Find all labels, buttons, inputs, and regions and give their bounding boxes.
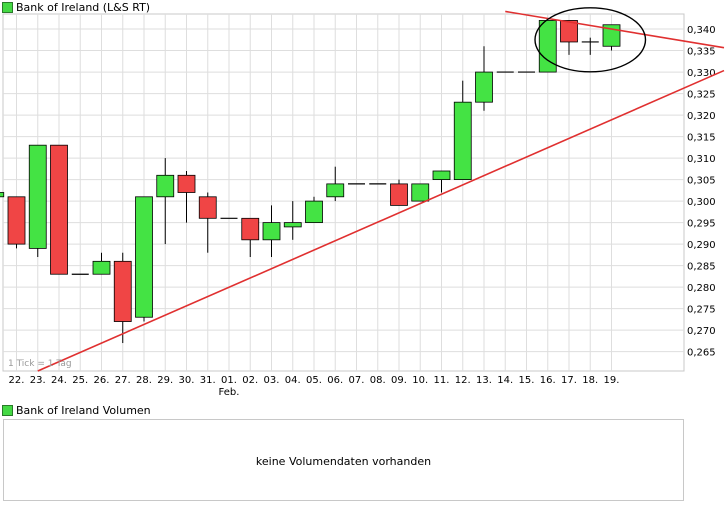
y-tick-label: 0,320 bbox=[687, 111, 716, 122]
main-legend: Bank of Ireland (L&S RT) bbox=[2, 0, 150, 14]
candle-body bbox=[50, 144, 68, 275]
x-tick-label: 06. bbox=[327, 375, 343, 386]
candle-body bbox=[326, 183, 345, 198]
x-tick-label: 12. bbox=[455, 375, 471, 386]
x-tick-label: 30. bbox=[179, 375, 195, 386]
annotation-ellipse bbox=[534, 7, 647, 73]
candle-body bbox=[560, 20, 578, 43]
candle-body bbox=[283, 222, 302, 228]
y-tick-label: 0,290 bbox=[687, 240, 716, 251]
x-tick-label: 16. bbox=[540, 375, 556, 386]
candle-body bbox=[156, 174, 175, 198]
candle-body bbox=[538, 20, 557, 73]
y-tick-label: 0,330 bbox=[687, 68, 716, 79]
candle-body bbox=[475, 71, 493, 103]
x-tick-label: 28. bbox=[136, 375, 152, 386]
trendline bbox=[505, 10, 725, 49]
y-tick-label: 0,340 bbox=[687, 25, 716, 36]
x-tick-label: 14. bbox=[497, 375, 513, 386]
y-tick-label: 0,270 bbox=[687, 326, 716, 337]
y-tick-label: 0,280 bbox=[687, 283, 716, 294]
x-tick-label: 15. bbox=[519, 375, 535, 386]
x-month-label: Feb. bbox=[219, 387, 240, 398]
x-tick-label: 13. bbox=[476, 375, 492, 386]
candle-body bbox=[92, 260, 111, 275]
y-tick-label: 0,285 bbox=[687, 262, 716, 273]
x-tick-label: 26. bbox=[94, 375, 110, 386]
volume-legend-swatch bbox=[2, 404, 13, 416]
no-volume-message: keine Volumendaten vorhanden bbox=[255, 455, 432, 468]
x-tick-label: 08. bbox=[370, 375, 386, 386]
volume-legend: Bank of Ireland Volumen bbox=[2, 403, 151, 417]
x-tick-label: 31. bbox=[200, 375, 216, 386]
x-tick-label: 11. bbox=[434, 375, 450, 386]
candle-body bbox=[390, 183, 408, 206]
x-tick-label: 18. bbox=[582, 375, 598, 386]
candle-body bbox=[305, 200, 323, 224]
trendline bbox=[37, 69, 725, 372]
candle-body bbox=[432, 170, 451, 180]
candle-body bbox=[411, 183, 430, 202]
y-tick-label: 0,315 bbox=[687, 133, 716, 144]
volume-panel: keine Volumendaten vorhanden bbox=[3, 419, 684, 501]
x-tick-label: 03. bbox=[264, 375, 280, 386]
candlestick-chart: 0,265 0,270 0,275 0,280 0,285 0,290 0,295 0,300… bbox=[0, 7, 725, 398]
x-tick-label: 25. bbox=[72, 375, 88, 386]
x-tick-label: 09. bbox=[391, 375, 407, 386]
y-tick-label: 0,325 bbox=[687, 90, 716, 101]
tick-note: 1 Tick = 1 Tag bbox=[8, 359, 72, 369]
x-tick-label: 07. bbox=[349, 375, 365, 386]
x-tick-label: 17. bbox=[561, 375, 577, 386]
x-tick-label: 10. bbox=[412, 375, 428, 386]
x-tick-label: 05. bbox=[306, 375, 322, 386]
candle-body bbox=[0, 192, 5, 198]
candle-body bbox=[113, 260, 132, 322]
y-tick-label: 0,265 bbox=[687, 348, 716, 359]
candle-body bbox=[7, 196, 26, 245]
legend-swatch bbox=[2, 1, 13, 13]
legend-label: Bank of Ireland (L&S RT) bbox=[16, 0, 151, 14]
x-tick-label: 04. bbox=[285, 375, 301, 386]
x-tick-label: 27. bbox=[115, 375, 131, 386]
candle-body bbox=[241, 217, 260, 241]
candle-body bbox=[453, 101, 472, 180]
x-tick-label: 02. bbox=[242, 375, 258, 386]
y-tick-label: 0,305 bbox=[687, 176, 716, 187]
candle-body bbox=[198, 196, 217, 219]
candle-body bbox=[28, 144, 47, 249]
candle-body bbox=[177, 174, 196, 193]
volume-legend-label: Bank of Ireland Volumen bbox=[16, 403, 151, 417]
y-tick-label: 0,295 bbox=[687, 219, 716, 230]
x-tick-label: 19. bbox=[604, 375, 620, 386]
x-tick-label: 22. bbox=[9, 375, 25, 386]
x-tick-label: 23. bbox=[30, 375, 46, 386]
x-tick-label: 24. bbox=[51, 375, 67, 386]
candle-body bbox=[262, 222, 281, 241]
y-tick-label: 0,335 bbox=[687, 47, 716, 58]
y-tick-label: 0,310 bbox=[687, 154, 716, 165]
candle-body bbox=[135, 196, 153, 318]
x-tick-label: 29. bbox=[157, 375, 173, 386]
y-tick-label: 0,300 bbox=[687, 197, 716, 208]
x-tick-label: 01. bbox=[221, 375, 237, 386]
y-tick-label: 0,275 bbox=[687, 305, 716, 316]
